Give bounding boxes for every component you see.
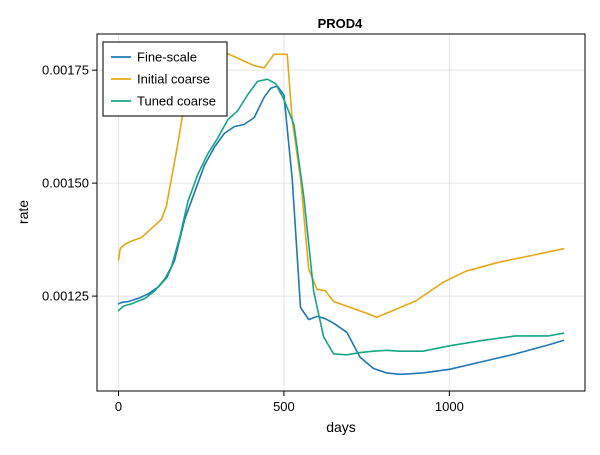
x-tick-label: 1000 [435,399,464,414]
legend-label-tuned-coarse: Tuned coarse [137,94,216,109]
x-tick-label: 0 [115,399,122,414]
legend-label-initial-coarse: Initial coarse [137,72,210,87]
series-line-fine-scale [117,85,565,376]
x-tick-label: 500 [273,399,295,414]
y-axis-label: rate [15,200,31,224]
tick-labels: 0 500 1000 0.00125 0.00150 0.00175 [42,63,464,414]
series-line-tuned-coarse [117,78,565,356]
series-line-initial-coarse [117,41,565,319]
plot-frame [96,33,586,392]
legend: Fine-scale Initial coarse Tuned coarse [102,41,228,117]
y-tick-label: 0.00175 [42,63,89,78]
series-layer [117,41,565,376]
x-axis-label: days [326,419,356,435]
chart-title: PROD4 [318,16,364,31]
y-tick-label: 0.00150 [42,176,89,191]
y-tick-label: 0.00125 [42,289,89,304]
legend-label-fine-scale: Fine-scale [137,50,197,65]
